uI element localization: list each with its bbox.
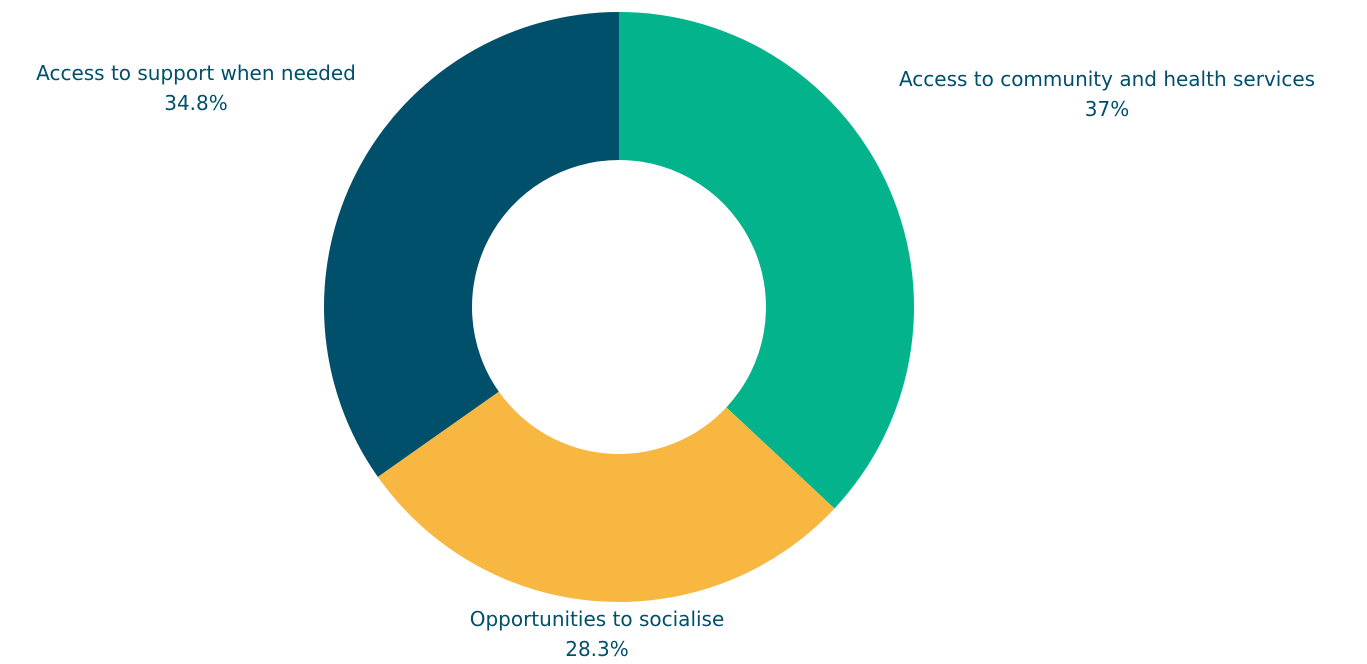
slice-label-community-health-value: 37%	[1084, 97, 1130, 121]
slice-label-community-health: Access to community and health services …	[899, 64, 1315, 124]
slice-label-socialise: Opportunities to socialise 28.3%	[470, 604, 725, 664]
slice-socialise	[377, 391, 835, 602]
donut-slices	[323, 11, 914, 602]
slice-label-community-health-name: Access to community and health services	[898, 67, 1316, 91]
slice-label-support: Access to support when needed 34.8%	[36, 58, 356, 118]
slice-support	[323, 11, 619, 477]
slice-label-support-name: Access to support when needed	[36, 61, 356, 85]
slice-label-socialise-value: 28.3%	[565, 637, 629, 661]
slice-label-socialise-name: Opportunities to socialise	[469, 607, 725, 631]
slice-label-support-value: 34.8%	[164, 91, 228, 115]
slice-community-health	[619, 12, 914, 509]
